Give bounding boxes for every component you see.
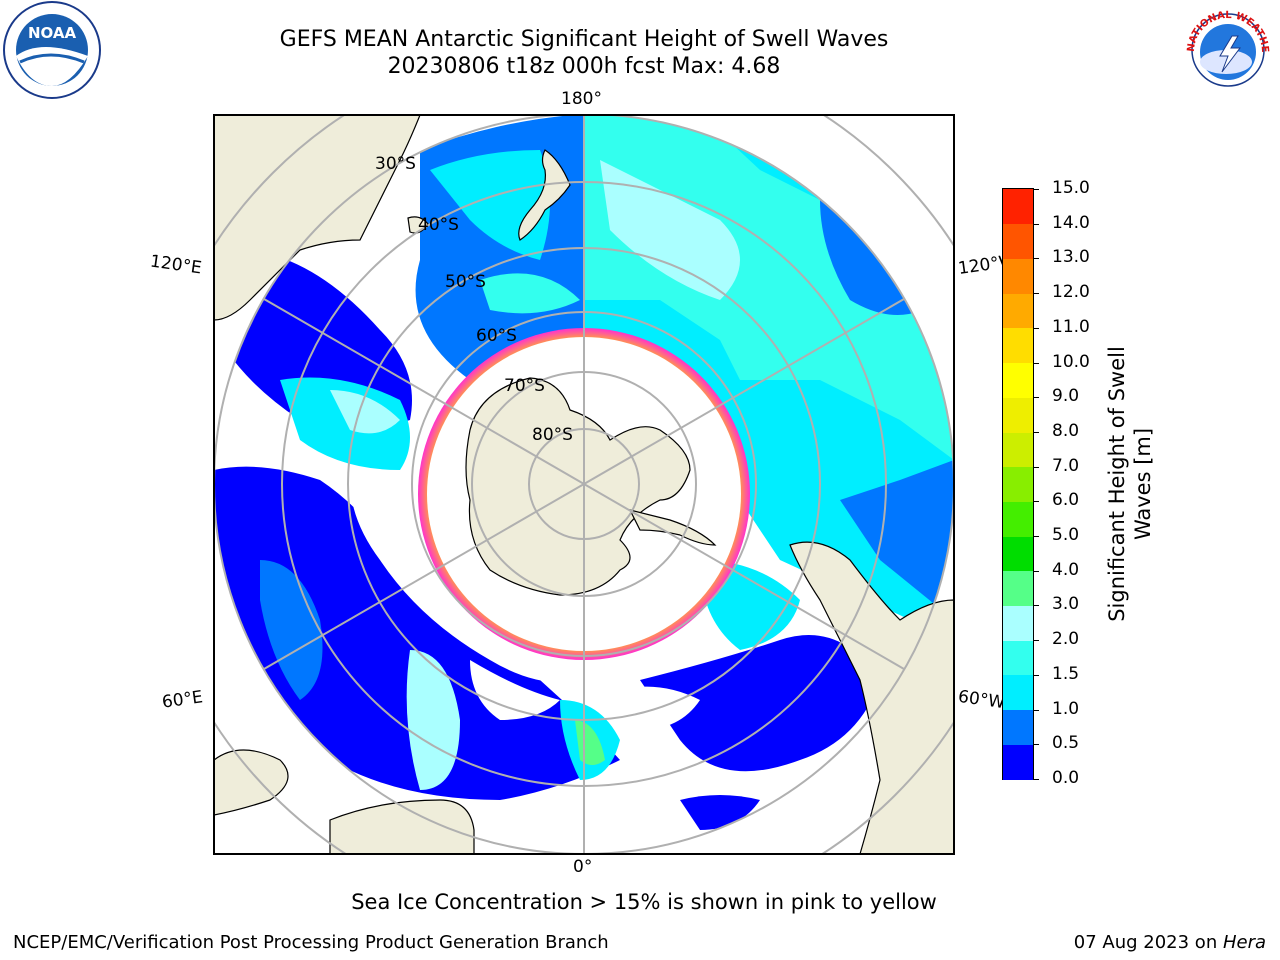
graticule [214,115,954,854]
colorbar-tick [1033,362,1039,364]
lon-label-0: 0° [573,857,593,877]
colorbar-tick-label: 2.0 [1052,629,1080,650]
footer-host: Hera [1222,932,1266,953]
colorbar-tick-label: 0.5 [1052,733,1080,754]
footer-credit: NCEP/EMC/Verification Post Processing Pr… [13,932,609,953]
land-antarctic-peninsula [628,509,717,546]
colorbar-tick [1033,779,1039,780]
sea-ice-note: Sea Ice Concentration > 15% is shown in … [351,890,937,914]
lat-label-80s: 80°S [532,425,573,445]
colorbar-tick-label: 5.0 [1052,525,1080,546]
lat-label-30s: 30°S [375,154,416,174]
colorbar-segment [1003,570,1033,607]
colorbar-title-line1: Significant Height of Swell [1105,346,1129,622]
colorbar-segment [1003,640,1033,676]
colorbar-tick [1033,536,1039,538]
colorbar-tick [1033,223,1039,225]
lat-label-60s: 60°S [476,326,517,346]
footer-date-text: 07 Aug 2023 on [1073,932,1223,953]
colorbar-segment [1003,362,1033,398]
colorbar-segment [1003,397,1033,433]
colorbar-tick-label: 1.0 [1052,698,1080,719]
lat-label-40s: 40°S [418,215,459,235]
colorbar-tick-label: 9.0 [1052,386,1080,407]
colorbar-tick [1033,258,1039,260]
colorbar-segment [1003,605,1033,641]
land-africa-south [329,799,475,854]
colorbar-tick [1033,327,1039,329]
colorbar-tick [1033,674,1039,676]
land-africa [214,749,289,816]
colorbar-tick-label: 15.0 [1052,178,1090,198]
colorbar-segment [1003,431,1033,468]
colorbar-tick [1033,640,1039,642]
colorbar-tick-label: 8.0 [1052,420,1080,441]
colorbar-tick-label: 4.0 [1052,559,1080,580]
lon-label-180: 180° [561,89,602,109]
colorbar-tick [1033,293,1039,295]
colorbar-tick [1033,466,1039,468]
colorbar-segment [1003,744,1033,780]
colorbar-tick-label: 14.0 [1052,212,1090,233]
colorbar-segment [1003,223,1033,259]
colorbar-tick-label: 1.5 [1052,663,1080,684]
colorbar-tick-label: 11.0 [1052,316,1090,337]
colorbar-segment [1003,466,1033,502]
colorbar-segment [1003,327,1033,364]
chart-subtitle: 20230806 t18z 000h fcst Max: 4.68 [387,54,781,79]
colorbar-tick-label: 12.0 [1052,282,1090,303]
map-frame [213,114,955,855]
colorbar-segment [1003,536,1033,572]
colorbar-tick-label: 6.0 [1052,490,1080,511]
lat-label-70s: 70°S [504,376,545,396]
noaa-logo: NOAA [3,1,101,99]
land-new-zealand [518,149,571,241]
colorbar-title: Significant Height of Swell Waves [m] [1104,346,1156,622]
colorbar-tick-label: 0.0 [1052,768,1080,788]
colorbar-tick [1033,501,1039,503]
colorbar-tick-label: 3.0 [1052,594,1080,615]
colorbar-tick [1033,605,1039,607]
nws-logo: NATIONAL WEATHER SERVICE [1176,0,1276,98]
colorbar-tick [1033,397,1039,399]
colorbar-tick [1033,189,1039,190]
footer-date: 07 Aug 2023 on Hera [1074,932,1266,953]
colorbar-tick [1033,709,1039,711]
colorbar-tick-label: 13.0 [1052,247,1090,268]
colorbar-tick-label: 10.0 [1052,351,1090,372]
colorbar-segment [1003,258,1033,294]
colorbar-segment [1003,674,1033,711]
lat-label-50s: 50°S [445,272,486,292]
chart-title: GEFS MEAN Antarctic Significant Height o… [279,27,889,52]
colorbar-segment [1003,293,1033,329]
colorbar-tick [1033,570,1039,572]
colorbar-title-line2: Waves [m] [1131,427,1155,541]
colorbar-tick [1033,744,1039,746]
noaa-logo-text: NOAA [28,24,77,42]
colorbar-segment [1003,501,1033,537]
colorbar [1002,188,1034,780]
colorbar-tick-label: 7.0 [1052,455,1080,476]
land-australia [214,115,421,321]
meridian-120w-60e [263,298,905,670]
colorbar-segment [1003,709,1033,745]
colorbar-segment [1003,189,1033,225]
colorbar-tick [1033,431,1039,433]
